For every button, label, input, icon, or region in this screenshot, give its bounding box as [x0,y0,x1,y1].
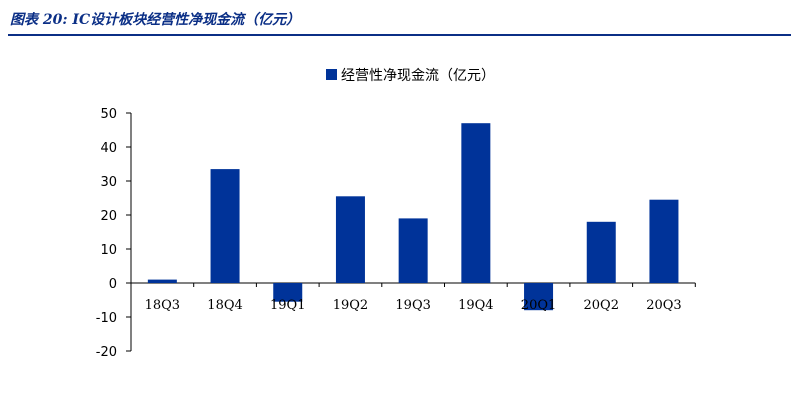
legend-swatch [326,69,337,80]
figure-header: 图表 20: IC设计板块经营性净现金流（亿元） [0,0,801,36]
bar-19Q2 [335,196,365,283]
y-tick-label: 10 [100,243,117,258]
bar-19Q3 [398,218,428,283]
x-category-label: 19Q3 [395,298,430,313]
y-tick-label: -10 [96,311,117,326]
x-category-label: 20Q3 [646,298,681,313]
bar-20Q1 [524,283,554,311]
bar-18Q3 [147,279,177,283]
x-category-label: 18Q3 [145,298,180,313]
x-category-label: 18Q4 [207,298,242,313]
bar-18Q4 [210,169,240,283]
bar-19Q1 [273,283,303,302]
figure-caption: 图表 20: IC设计板块经营性净现金流（亿元） [10,12,301,28]
bar-20Q3 [649,199,679,283]
y-tick-labels: 50 40 30 20 10 0 -10 -20 [96,107,117,360]
bar-20Q2 [586,221,616,283]
x-category-labels: 18Q3 18Q4 19Q1 19Q2 19Q3 19Q4 20Q1 20Q2 20Q3 [145,298,682,313]
x-category-label: 20Q1 [521,298,556,313]
y-tick-label: 0 [109,277,117,292]
y-tick-label: -20 [96,345,117,360]
x-category-label: 20Q2 [584,298,619,313]
chart-bars [147,123,679,311]
x-category-label: 19Q2 [333,298,368,313]
chart-legend: 经营性净现金流（亿元） [326,68,495,84]
x-category-label: 19Q1 [270,298,305,313]
caption-underline [8,34,791,36]
y-tick-label: 20 [100,209,117,224]
legend-label: 经营性净现金流（亿元） [341,68,495,84]
bar-19Q4 [461,123,491,283]
x-category-label: 19Q4 [458,298,493,313]
y-tick-label: 40 [100,141,117,156]
y-tick-label: 30 [100,175,117,190]
y-tick-label: 50 [100,107,117,122]
